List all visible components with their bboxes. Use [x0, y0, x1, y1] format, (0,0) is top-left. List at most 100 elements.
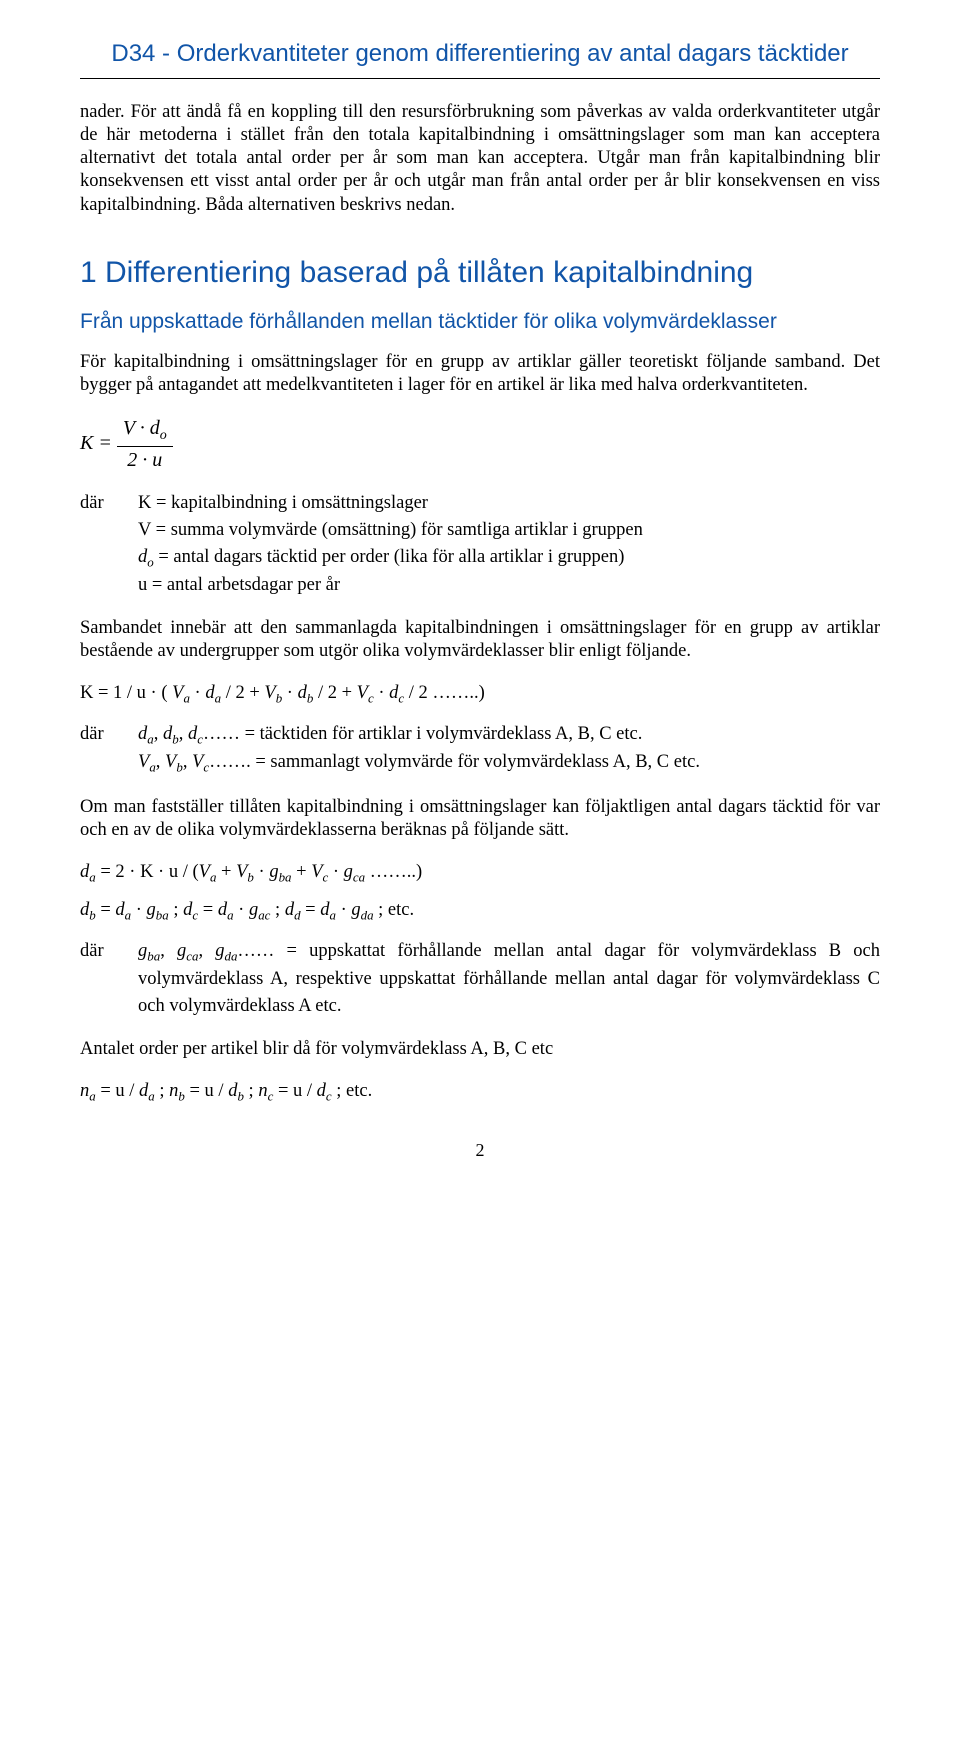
var: d — [183, 900, 192, 920]
var: d — [80, 900, 89, 920]
var: d — [285, 900, 294, 920]
var: g — [351, 900, 360, 920]
fraction: V · do 2 · u — [117, 417, 173, 472]
var: d — [138, 547, 147, 567]
eq-text: / 2 + — [221, 683, 264, 703]
var: g — [138, 941, 147, 961]
eq-text: = u / — [273, 1081, 316, 1101]
equation-n: na = u / da ; nb = u / db ; nc = u / dc … — [80, 1081, 880, 1105]
equation-da: da = 2 · K · u / (Va + Vb · gba + Vc · g… — [80, 862, 880, 886]
var: V — [192, 752, 203, 772]
var: V — [236, 862, 247, 882]
var: V — [357, 683, 368, 703]
eq-text: = — [198, 900, 218, 920]
var: g — [249, 900, 258, 920]
where-text: = antal dagars täcktid per order (lika f… — [154, 547, 625, 567]
var-sub: ac — [258, 908, 270, 923]
section-heading-1: 1 Differentiering baserad på tillåten ka… — [80, 255, 880, 291]
denominator: 2 · u — [117, 447, 173, 472]
page-header: D34 - Orderkvantiteter genom differentie… — [80, 40, 880, 79]
where-body: K = kapitalbindning i omsättningslager V… — [138, 490, 880, 599]
where-label: där — [80, 938, 138, 1020]
var: n — [258, 1081, 267, 1101]
var: g — [269, 862, 278, 882]
where-line: do = antal dagars täcktid per order (lik… — [138, 544, 880, 572]
where-text: …… = täcktiden för artiklar i volymvärde… — [203, 724, 642, 744]
paragraph-2: För kapitalbindning i omsättningslager f… — [80, 351, 880, 397]
eq-text: = — [301, 900, 321, 920]
eq-text: ; — [270, 900, 284, 920]
where-text: …… = uppskattat förhållande mellan antal… — [138, 941, 880, 1016]
eq-text: ; — [244, 1081, 258, 1101]
var-sub: da — [224, 948, 237, 963]
page-number: 2 — [80, 1140, 880, 1161]
paragraph-4: Om man fastställer tillåten kapitalbindn… — [80, 796, 880, 842]
var: d — [218, 900, 227, 920]
where-line: V = summa volymvärde (omsättning) för sa… — [138, 517, 880, 544]
formula-K: K = V · do 2 · u — [80, 417, 880, 472]
var-sub: ca — [186, 948, 198, 963]
eq-text: ; etc. — [332, 1081, 373, 1101]
var: d — [389, 683, 398, 703]
sep: , — [154, 724, 163, 744]
paragraph-3: Sambandet innebär att den sammanlagda ka… — [80, 617, 880, 663]
eq-text: + — [216, 862, 236, 882]
sep: , — [160, 941, 177, 961]
eq-text: K = 1 / u · ( — [80, 683, 172, 703]
var: V — [165, 752, 176, 772]
var-sub: da — [361, 908, 374, 923]
eq-text: ; — [155, 1081, 169, 1101]
var: V — [264, 683, 275, 703]
eq-text: = u / — [96, 1081, 139, 1101]
num-sub: o — [160, 428, 167, 443]
eq-text: / 2 ……..) — [404, 683, 485, 703]
var: d — [115, 900, 124, 920]
var: d — [317, 1081, 326, 1101]
var: V — [172, 683, 183, 703]
var: g — [147, 900, 156, 920]
var: d — [139, 1081, 148, 1101]
var-sub: ba — [147, 948, 160, 963]
var-sub: ba — [279, 870, 292, 885]
var: V — [311, 862, 322, 882]
equation-K-expanded: K = 1 / u · ( Va · da / 2 + Vb · db / 2 … — [80, 683, 880, 707]
var: d — [80, 862, 89, 882]
eq-text: ; — [169, 900, 183, 920]
var: g — [344, 862, 353, 882]
var: V — [199, 862, 210, 882]
equation-db-dc-dd: db = da · gba ; dc = da · gac ; dd = da … — [80, 900, 880, 924]
where-line: da, db, dc…… = täcktiden för artiklar i … — [138, 721, 880, 749]
var-sub: ca — [353, 870, 365, 885]
eq-text: · — [282, 683, 297, 703]
sep: , — [156, 752, 165, 772]
eq-text: · — [336, 900, 351, 920]
eq-text: · — [234, 900, 249, 920]
sep: , — [183, 752, 192, 772]
eq-text: · — [190, 683, 205, 703]
where-body: gba, gca, gda…… = uppskattat förhållande… — [138, 938, 880, 1020]
where-label: där — [80, 490, 138, 599]
where-text: ……. = sammanlagt volymvärde för volymvär… — [209, 752, 700, 772]
var-sub: ba — [156, 908, 169, 923]
sep: , — [198, 941, 215, 961]
eq-text: · — [131, 900, 146, 920]
var: n — [80, 1081, 89, 1101]
sep: , — [179, 724, 188, 744]
eq-text: · — [328, 862, 343, 882]
eq-text: ; etc. — [374, 900, 415, 920]
var: d — [298, 683, 307, 703]
where-block-3: där gba, gca, gda…… = uppskattat förhåll… — [80, 938, 880, 1020]
document-page: D34 - Orderkvantiteter genom differentie… — [0, 0, 960, 1211]
var: d — [163, 724, 172, 744]
where-body: da, db, dc…… = täcktiden för artiklar i … — [138, 721, 880, 778]
where-line: u = antal arbetsdagar per år — [138, 572, 880, 599]
eq-text: · — [254, 862, 269, 882]
where-block-2: där da, db, dc…… = täcktiden för artikla… — [80, 721, 880, 778]
var: d — [188, 724, 197, 744]
var: V — [138, 752, 149, 772]
eq-text: = u / — [185, 1081, 228, 1101]
where-line: Va, Vb, Vc……. = sammanlagt volymvärde fö… — [138, 749, 880, 777]
num-text: V · d — [123, 417, 160, 439]
eq-text: = — [96, 900, 116, 920]
var: d — [205, 683, 214, 703]
